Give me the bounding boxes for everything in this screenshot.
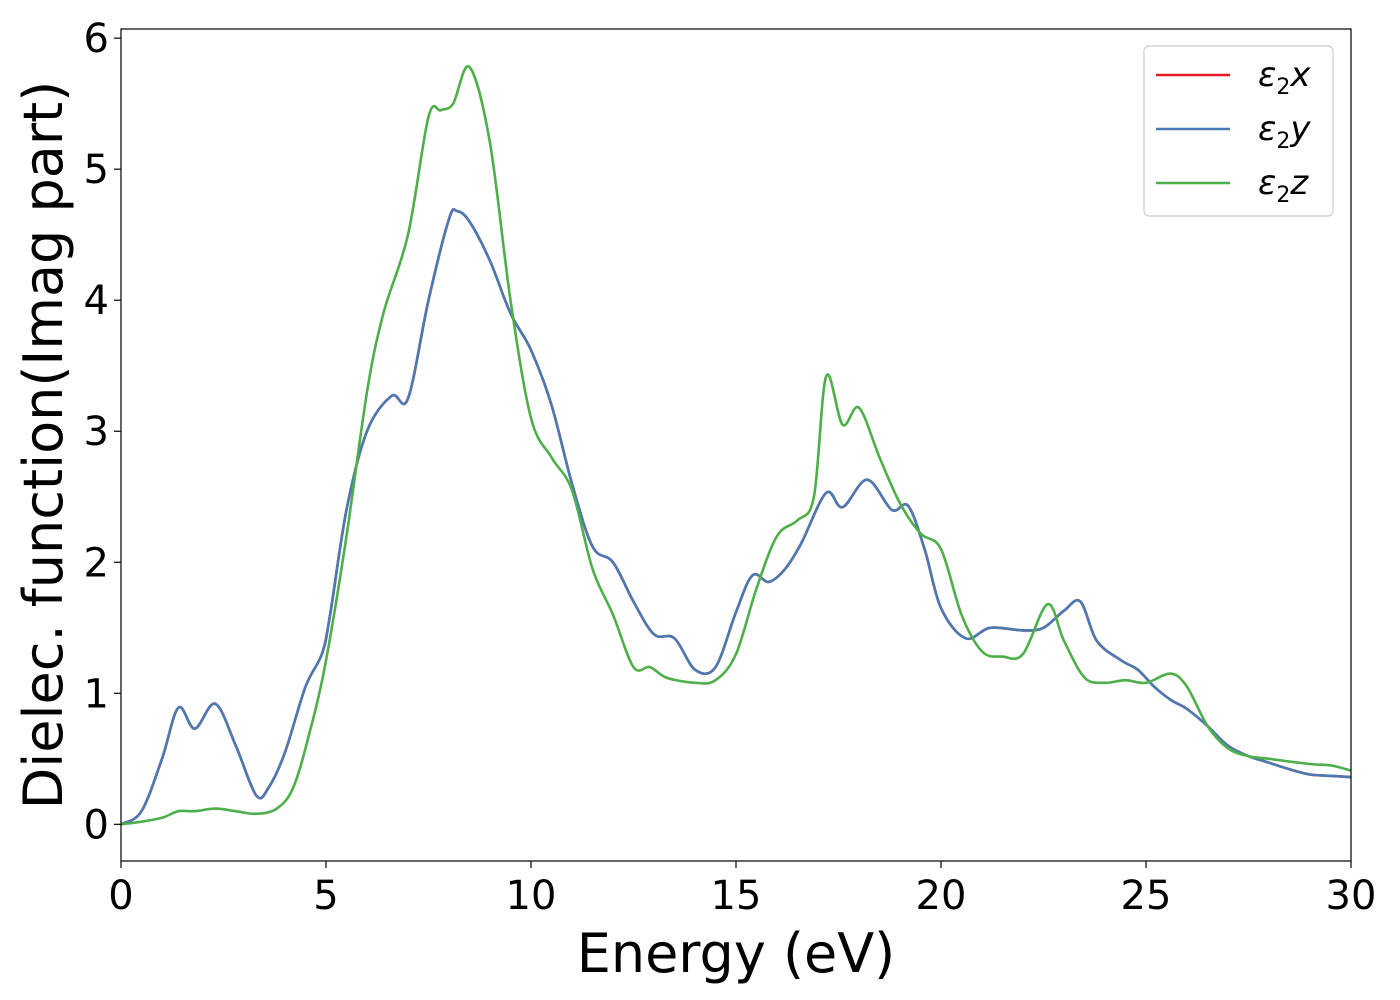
y-tick-label: 3: [84, 409, 109, 455]
legend-label-y: ε2y: [1258, 109, 1311, 154]
x-tick-label: 15: [711, 873, 762, 919]
legend-label-x: ε2x: [1258, 55, 1311, 100]
legend-label-z: ε2z: [1258, 163, 1309, 208]
y-tick-label: 6: [84, 16, 109, 62]
x-tick-label: 25: [1121, 873, 1172, 919]
series-line-z: [121, 65, 1351, 826]
y-tick-label: 4: [84, 278, 109, 324]
y-axis-ticks: 0 1 2 3 4 5 6: [84, 16, 121, 848]
y-tick-label: 0: [84, 802, 109, 848]
x-tick-label: 10: [506, 873, 557, 919]
x-axis-ticks: 0 5 10 15 20 25 30: [108, 861, 1376, 919]
x-tick-label: 0: [108, 873, 133, 919]
x-tick-label: 20: [916, 873, 967, 919]
y-tick-label: 5: [84, 147, 109, 193]
y-tick-label: 2: [84, 540, 109, 586]
series-layer: [121, 65, 1351, 826]
legend: ε2x ε2y ε2z: [1143, 45, 1334, 217]
x-tick-label: 30: [1326, 873, 1377, 919]
series-line-y: [121, 208, 1351, 826]
y-tick-label: 1: [84, 671, 109, 717]
x-axis-label: Energy (eV): [577, 922, 896, 985]
y-axis-label: Dielec. function(Imag part): [12, 81, 75, 810]
legend-box: [1143, 45, 1334, 217]
x-tick-label: 5: [313, 873, 338, 919]
